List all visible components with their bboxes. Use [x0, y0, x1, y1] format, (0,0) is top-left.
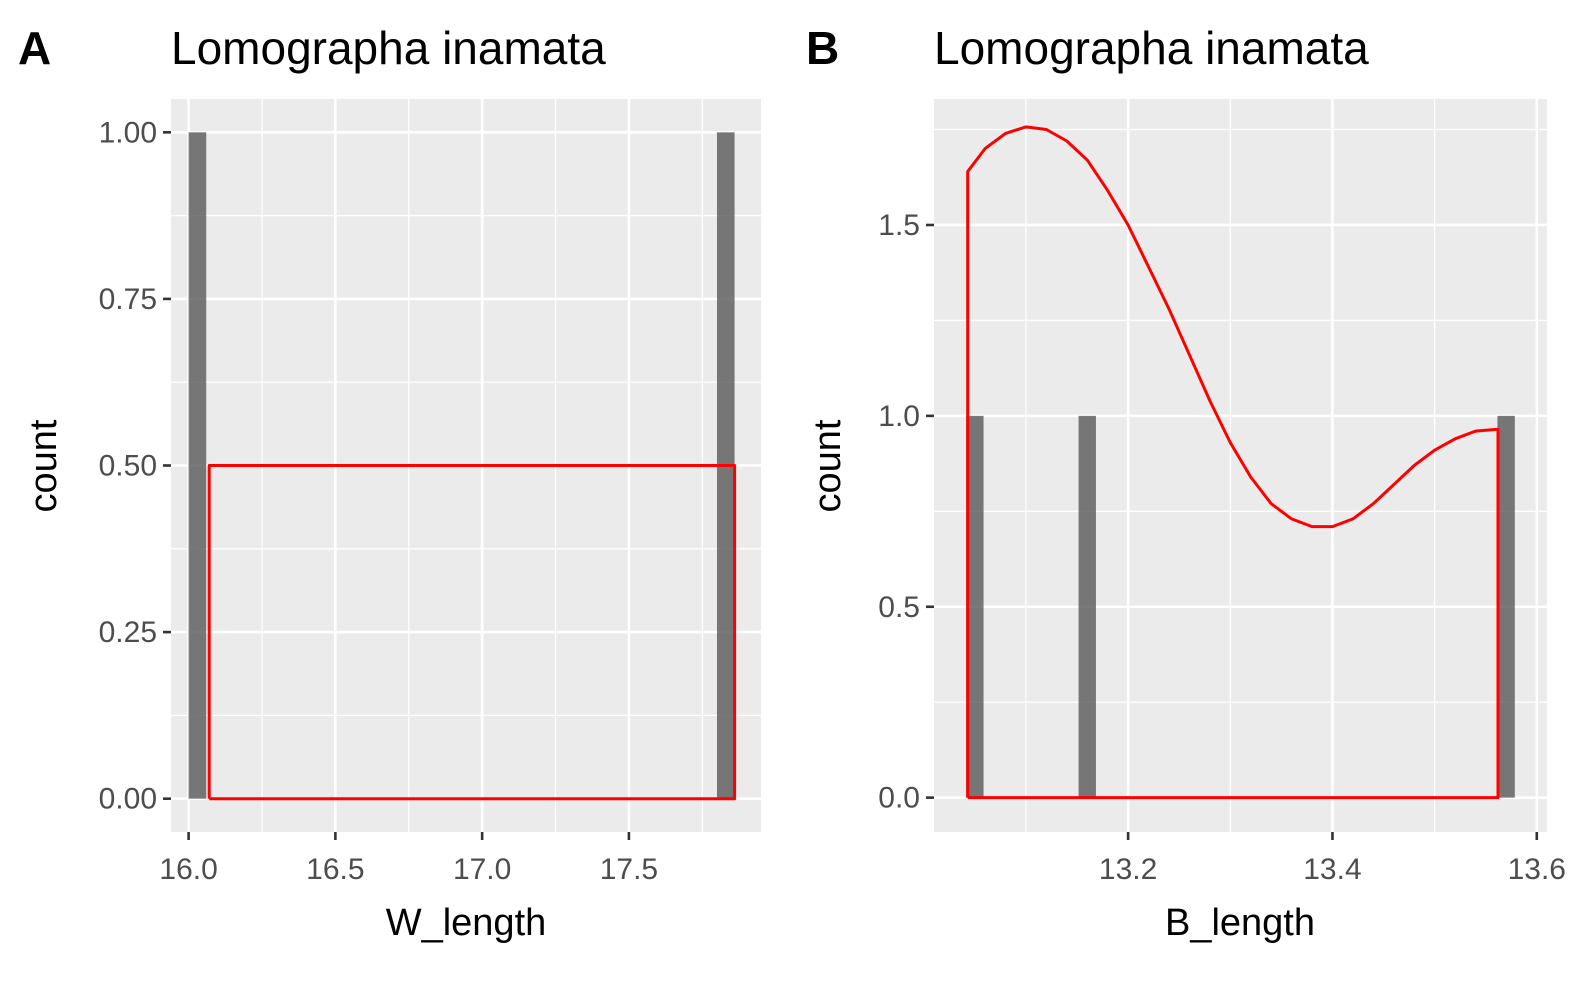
x-tick-label: 17.0	[453, 853, 511, 886]
x-tick-label: 13.2	[1099, 853, 1157, 886]
histogram-bar	[188, 132, 207, 799]
x-tick-label: 13.6	[1508, 853, 1566, 886]
panel-b-y-axis-title: count	[807, 419, 849, 512]
density-line	[207, 464, 737, 801]
panel-a-y-axis: 0.00 0.25 0.50 0.75 1.00	[99, 116, 171, 816]
panel-a-density-curve	[207, 464, 737, 801]
x-tick-label: 16.0	[159, 853, 217, 886]
x-tick-label: 17.5	[600, 853, 658, 886]
panel-a-y-axis-title: count	[23, 419, 65, 512]
y-tick-label: 0.00	[99, 783, 157, 816]
density-line	[966, 125, 1500, 800]
panel-b-bars	[966, 415, 1515, 798]
panel-a-x-axis: 16.0 16.5 17.0 17.5	[159, 832, 658, 886]
panel-b-x-axis: 13.2 13.4 13.6	[1099, 832, 1566, 886]
y-tick-label: 0.25	[99, 616, 157, 649]
y-tick-label: 0.5	[878, 591, 920, 624]
y-tick-label: 1.5	[878, 209, 920, 242]
histogram-bar	[1497, 415, 1515, 798]
panel-b-y-axis: 0.0 0.5 1.0 1.5	[878, 209, 934, 815]
y-tick-label: 0.75	[99, 283, 157, 316]
panel-a-tag: A	[18, 22, 51, 74]
y-tick-label: 0.50	[99, 450, 157, 483]
panel-b-x-axis-title: B_length	[1165, 902, 1315, 944]
x-tick-label: 13.4	[1303, 853, 1361, 886]
panel-b-density-curve	[966, 125, 1500, 800]
panel-b-title: Lomographa inamata	[934, 22, 1369, 74]
x-tick-label: 16.5	[306, 853, 364, 886]
y-tick-label: 1.00	[99, 116, 157, 149]
panel-b-tag: B	[806, 22, 839, 74]
y-tick-label: 0.0	[878, 782, 920, 815]
panel-b-plot-area	[934, 99, 1547, 832]
histogram-bar	[966, 415, 984, 798]
histogram-bar	[1078, 415, 1096, 798]
panel-b: B Lomographa inamata 0.00.51.01.5 13.2 13…	[806, 22, 1566, 944]
panel-a-x-axis-title: W_length	[386, 902, 547, 944]
y-tick-label: 1.0	[878, 400, 920, 433]
panel-a-title: Lomographa inamata	[171, 22, 606, 74]
panel-a: A Lomographa inamata 0.00 0.25 0.50 0.75 1.0…	[18, 22, 761, 944]
